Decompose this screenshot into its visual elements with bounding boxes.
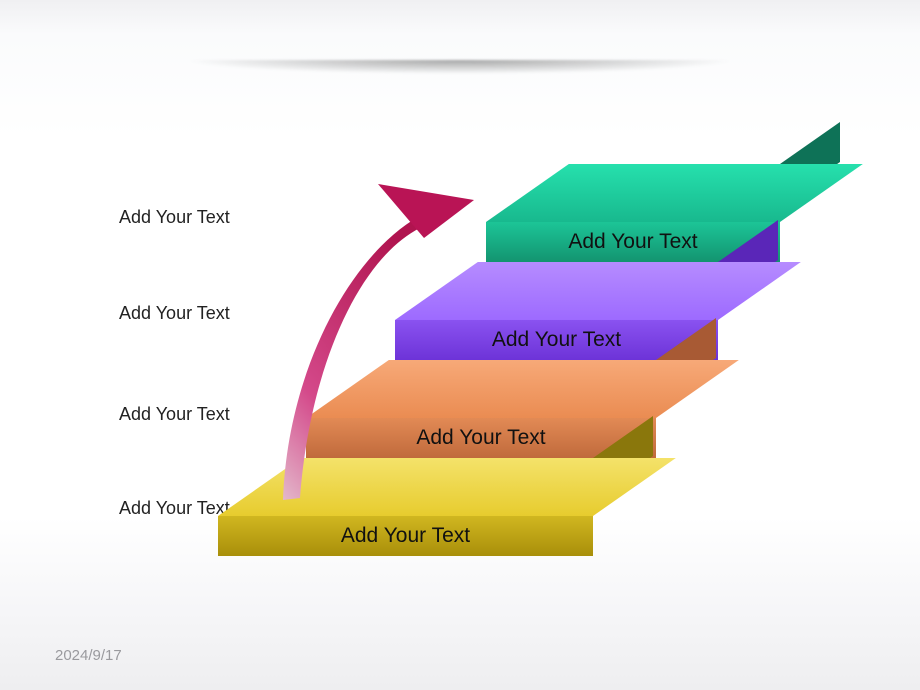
step-2-label: Add Your Text — [416, 426, 545, 450]
left-label-3: Add Your Text — [119, 303, 230, 324]
left-label-4: Add Your Text — [119, 207, 230, 228]
left-label-2: Add Your Text — [119, 404, 230, 425]
step-3-label: Add Your Text — [492, 328, 621, 352]
step-1-label: Add Your Text — [341, 524, 470, 548]
diagram-stage: Add Your Text Add Your Text Add Your Tex… — [0, 0, 920, 690]
step-4-label: Add Your Text — [568, 230, 697, 254]
date-text: 2024/9/17 — [55, 647, 122, 664]
left-label-1: Add Your Text — [119, 498, 230, 519]
